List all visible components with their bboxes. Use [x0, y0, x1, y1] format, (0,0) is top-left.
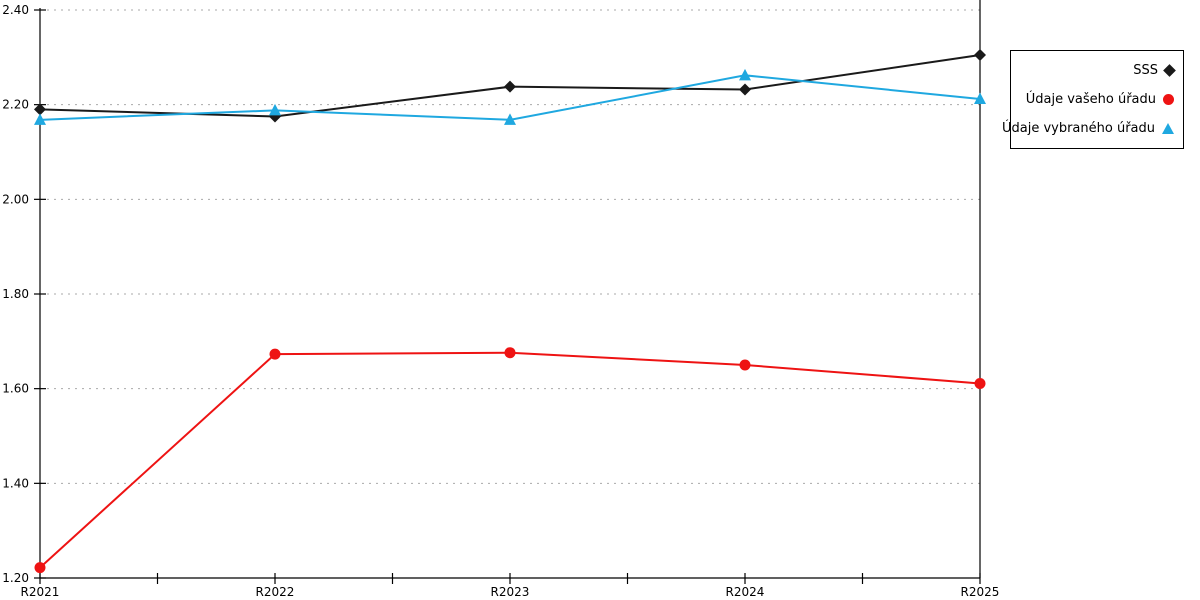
- x-tick-label-R2023: R2023: [491, 585, 530, 599]
- y-tick-label-2.20: 2.20: [2, 98, 29, 112]
- data-point-circle: [504, 347, 516, 359]
- legend-label-vybraneho-uradu: Údaje vybraného úřadu: [1001, 121, 1155, 136]
- x-tick-label-R2021: R2021: [21, 585, 60, 599]
- diamond-marker-icon: [1163, 64, 1176, 77]
- data-point-circle: [34, 562, 46, 574]
- legend-item-sss: SSS: [1020, 56, 1176, 85]
- y-tick-label-2.00: 2.00: [2, 192, 29, 206]
- series-line-circle: [39, 351, 981, 569]
- data-point-triangle: [34, 113, 46, 125]
- data-point-diamond: [739, 83, 751, 96]
- y-tick-label-2.40: 2.40: [2, 3, 29, 17]
- y-tick-label-1.40: 1.40: [2, 476, 29, 490]
- data-point-diamond: [974, 48, 986, 61]
- y-tick-label-1.60: 1.60: [2, 382, 29, 396]
- y-tick-label-1.80: 1.80: [2, 287, 29, 301]
- data-point-circle: [269, 348, 281, 360]
- data-point-diamond: [34, 103, 46, 116]
- legend-item-vybraneho-uradu: Údaje vybraného úřadu: [1002, 114, 1174, 143]
- circle-marker-icon: [1163, 94, 1174, 105]
- data-point-triangle: [504, 113, 516, 125]
- x-tick-label-R2022: R2022: [256, 585, 295, 599]
- data-point-circle: [974, 377, 986, 389]
- x-tick-label-R2024: R2024: [726, 585, 765, 599]
- legend-label-sss: SSS: [1133, 63, 1158, 78]
- data-point-circle: [739, 359, 751, 371]
- x-tick-label-R2025: R2025: [961, 585, 1000, 599]
- legend-label-vaseho-uradu: Údaje vašeho úřadu: [1025, 92, 1156, 107]
- data-point-diamond: [504, 80, 516, 93]
- data-point-triangle: [739, 68, 751, 81]
- triangle-marker-icon: [1162, 123, 1174, 134]
- data-point-triangle: [974, 92, 986, 104]
- legend-item-vaseho-uradu: Údaje vašeho úřadu: [1020, 85, 1174, 114]
- y-tick-label-1.20: 1.20: [2, 571, 29, 585]
- data-point-triangle: [269, 103, 281, 116]
- legend: SSS Údaje vašeho úřadu Údaje vybraného ú…: [1002, 50, 1184, 149]
